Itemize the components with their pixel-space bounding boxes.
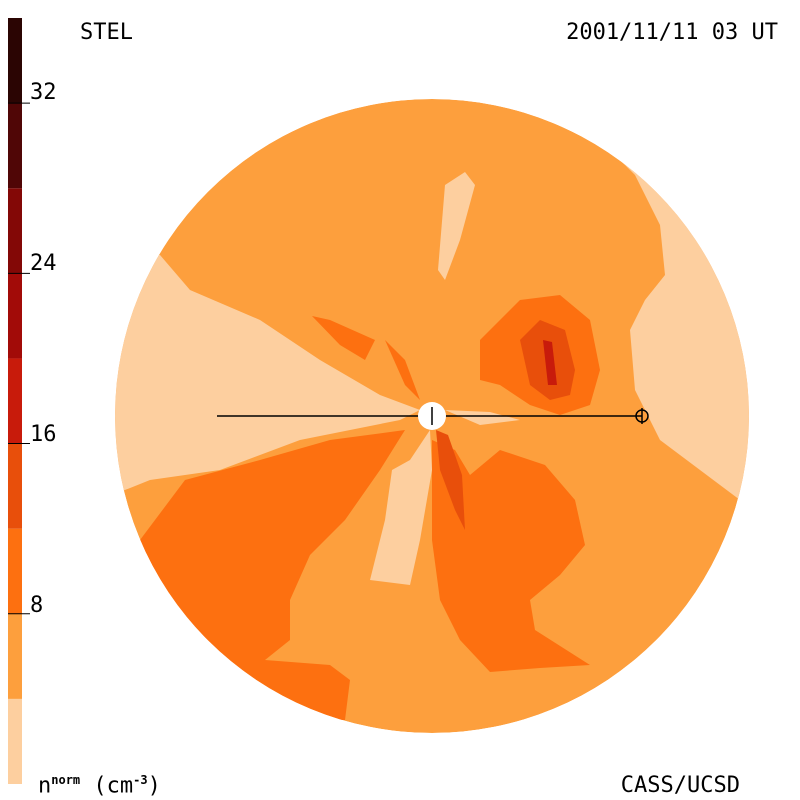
colorbar-segment bbox=[8, 273, 22, 359]
darker-core-east bbox=[543, 340, 557, 385]
colorbar-segment bbox=[8, 358, 22, 444]
units-exp: -3 bbox=[133, 772, 148, 787]
colorbar-tick-8: 8 bbox=[30, 593, 44, 618]
colorbar-segment bbox=[8, 103, 22, 189]
lightest-region-west bbox=[115, 250, 420, 500]
lightest-spike-north bbox=[438, 172, 475, 280]
credit-label: CASS/UCSD bbox=[620, 773, 740, 798]
units-super: norm bbox=[51, 772, 81, 787]
dark-streak-south bbox=[436, 430, 465, 530]
lightest-spike-south bbox=[370, 430, 432, 585]
units-label: nnorm (cm-3) bbox=[38, 773, 161, 798]
units-open: (cm bbox=[93, 773, 134, 798]
colorbar-segment bbox=[8, 698, 22, 784]
lightest-sliver-east bbox=[445, 410, 520, 425]
timestamp: 2001/11/11 03 UT bbox=[566, 20, 778, 45]
colorbar-tick-32: 32 bbox=[30, 80, 57, 105]
units-close: ) bbox=[147, 773, 161, 798]
colorbar-tick-16: 16 bbox=[30, 422, 57, 447]
colorbar-segment bbox=[8, 528, 22, 614]
units-base: n bbox=[38, 773, 52, 798]
colorbar-segment bbox=[8, 18, 22, 104]
colorbar-segment bbox=[8, 188, 22, 274]
colorbar-tick-24: 24 bbox=[30, 251, 57, 276]
colorbar-segment bbox=[8, 613, 22, 699]
medium-region-southeast bbox=[432, 440, 590, 672]
medium-sliver-north bbox=[385, 340, 420, 400]
instrument-title: STEL bbox=[80, 20, 133, 45]
medium-region-north bbox=[312, 316, 375, 360]
colorbar-segment bbox=[8, 443, 22, 529]
colorbar bbox=[8, 18, 30, 784]
